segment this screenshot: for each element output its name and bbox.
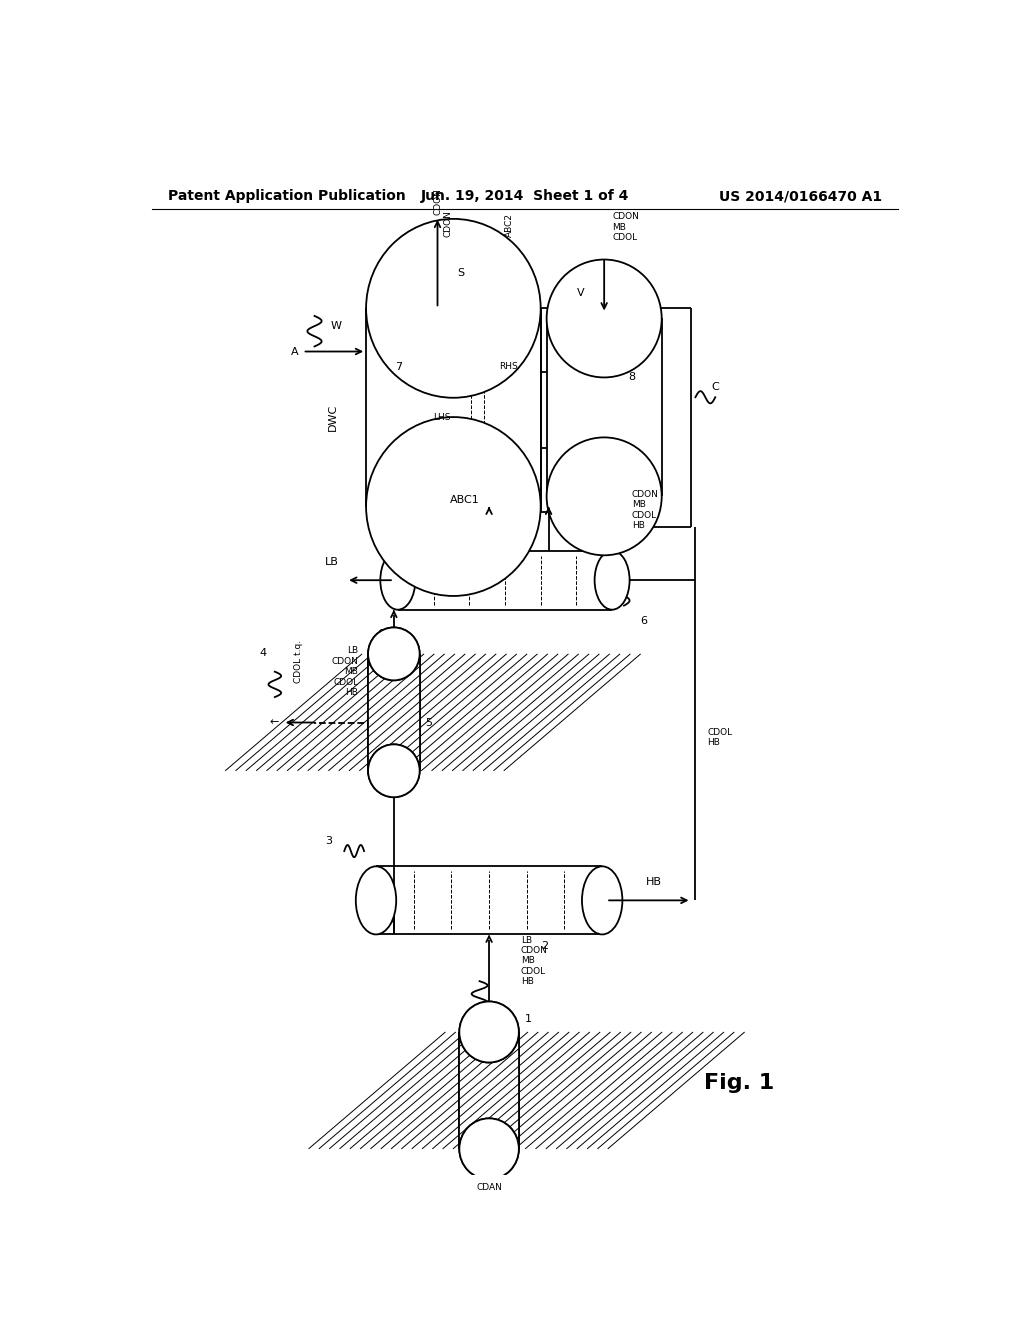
Text: Jun. 19, 2014  Sheet 1 of 4: Jun. 19, 2014 Sheet 1 of 4 <box>421 189 629 203</box>
Text: 2: 2 <box>541 941 548 950</box>
Text: V: V <box>577 288 584 298</box>
Text: CDAN: CDAN <box>476 1183 502 1192</box>
Text: 5: 5 <box>406 781 413 791</box>
Text: A: A <box>291 347 299 356</box>
Ellipse shape <box>582 866 623 935</box>
Ellipse shape <box>367 219 541 397</box>
Text: Fig. 1: Fig. 1 <box>703 1073 774 1093</box>
Ellipse shape <box>355 866 396 935</box>
Polygon shape <box>460 1032 519 1148</box>
Ellipse shape <box>547 260 662 378</box>
Bar <box>460 1032 519 1148</box>
Text: C: C <box>712 381 719 392</box>
Ellipse shape <box>460 1118 519 1179</box>
Text: LB: LB <box>325 557 338 566</box>
Text: CDON
MB
CDOL: CDON MB CDOL <box>612 213 639 243</box>
Text: ←: ← <box>269 718 279 727</box>
Text: DWC: DWC <box>329 404 338 432</box>
Text: 7: 7 <box>394 362 401 372</box>
Text: LB
CDON
MB
CDOL
HB: LB CDON MB CDOL HB <box>521 936 548 986</box>
Text: ABC2: ABC2 <box>505 213 514 238</box>
Text: O: O <box>377 628 386 639</box>
Text: CDOL
HB: CDOL HB <box>708 729 732 747</box>
Ellipse shape <box>368 627 420 680</box>
Text: ABC1: ABC1 <box>450 495 479 506</box>
Ellipse shape <box>595 550 630 610</box>
Text: HB: HB <box>646 876 662 887</box>
Text: S: S <box>458 268 465 277</box>
Bar <box>368 653 420 771</box>
Ellipse shape <box>368 744 420 797</box>
Text: 5: 5 <box>426 718 432 727</box>
Ellipse shape <box>368 744 420 797</box>
Text: LB
CDON
MB
CDOL
HB: LB CDON MB CDOL HB <box>332 647 358 697</box>
Ellipse shape <box>460 1118 519 1179</box>
Ellipse shape <box>368 627 420 680</box>
Text: CDON: CDON <box>443 210 453 238</box>
Text: 8: 8 <box>628 372 635 381</box>
Text: CDON: CDON <box>433 189 442 215</box>
Ellipse shape <box>367 417 541 595</box>
Polygon shape <box>376 866 602 935</box>
Text: 1: 1 <box>524 1014 531 1024</box>
Ellipse shape <box>547 437 662 556</box>
Polygon shape <box>368 653 420 771</box>
Polygon shape <box>397 550 612 610</box>
Ellipse shape <box>380 550 416 610</box>
Ellipse shape <box>460 1002 519 1063</box>
Text: RHS: RHS <box>500 362 518 371</box>
Ellipse shape <box>460 1002 519 1063</box>
Text: 4: 4 <box>260 648 267 659</box>
Text: CDON
MB
CDOL
HB: CDON MB CDOL HB <box>632 490 658 531</box>
Text: 6: 6 <box>640 616 647 626</box>
Text: W: W <box>331 321 341 331</box>
Text: 3: 3 <box>326 836 333 846</box>
Text: CDOL t.q.: CDOL t.q. <box>294 640 303 682</box>
Text: LHS: LHS <box>433 413 451 422</box>
Text: US 2014/0166470 A1: US 2014/0166470 A1 <box>719 189 882 203</box>
Text: Patent Application Publication: Patent Application Publication <box>168 189 406 203</box>
